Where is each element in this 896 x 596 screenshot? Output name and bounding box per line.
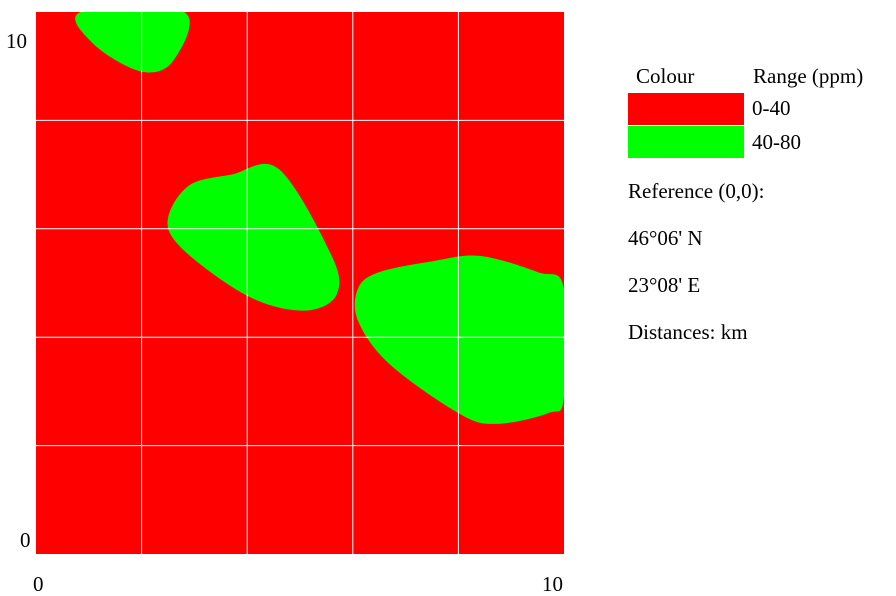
x-axis-min-label: 0 [33, 572, 44, 596]
center-blob-region [167, 163, 340, 311]
regions-layer [75, 12, 564, 424]
legend-swatch-low [628, 93, 744, 125]
legend-range-low: 0-40 [752, 96, 791, 120]
legend-range-header: Range (ppm) [753, 64, 864, 88]
x-axis-max-label: 10 [542, 572, 563, 596]
legend-colour-header: Colour [636, 64, 695, 88]
legend-swatch-high [628, 126, 744, 158]
y-axis-max-label: 10 [6, 29, 27, 53]
right-blob-region [354, 255, 564, 424]
legend-range-high: 40-80 [752, 130, 801, 154]
longitude-value: 23°08' E [628, 273, 701, 297]
grid-layer [36, 12, 564, 554]
top-blob-region [75, 12, 190, 73]
distances-unit: Distances: km [628, 320, 748, 344]
y-axis-min-label: 0 [20, 528, 31, 552]
latitude-value: 46°06' N [628, 226, 703, 250]
reference-label: Reference (0,0): [628, 179, 765, 203]
